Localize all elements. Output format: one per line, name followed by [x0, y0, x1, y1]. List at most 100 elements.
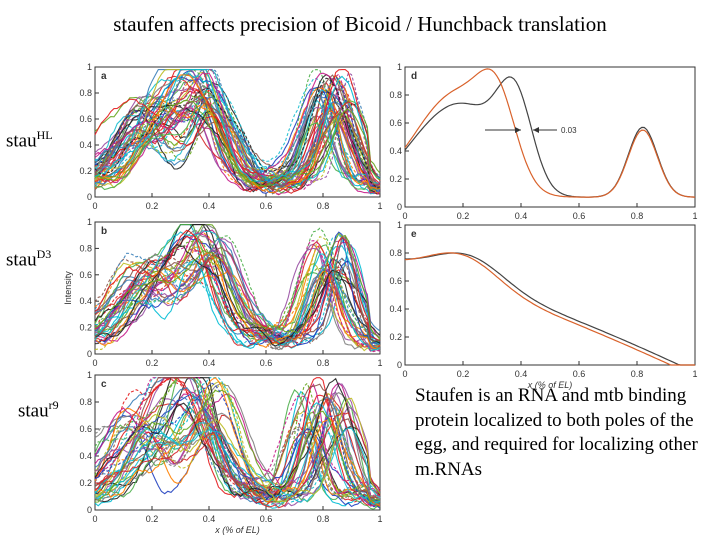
panel-e: 0 0.2 0.4 0.6 0.8 1 0 0.2 0.4 0.6 0.8 1 e x (% of EL)	[385, 218, 710, 390]
series-line	[94, 224, 381, 341]
series-line	[94, 229, 381, 345]
y-tick-label: 0.2	[389, 174, 402, 184]
x-tick-label: 0.4	[203, 358, 216, 368]
y-axis-label: Intensity	[63, 271, 73, 305]
series-line	[94, 96, 381, 191]
y-tick-label: 0.4	[79, 296, 92, 306]
arrow-left-head	[515, 127, 521, 133]
series-line	[94, 415, 381, 501]
y-tick-label: 0.8	[79, 88, 92, 98]
series-line	[94, 73, 381, 190]
series-line	[94, 98, 381, 190]
series-line	[94, 227, 381, 343]
series-line	[94, 243, 381, 347]
y-tick-label: 0	[87, 505, 92, 515]
panel-letter: b	[101, 226, 107, 237]
series-line	[94, 106, 381, 194]
x-tick-label: 0	[92, 358, 97, 368]
x-tick-label: 0.2	[457, 211, 470, 221]
y-tick-label: 0	[87, 349, 92, 359]
x-tick-label: 0.8	[317, 358, 330, 368]
series-line	[94, 247, 381, 352]
y-tick-label: 0.4	[389, 146, 402, 156]
panel-letter: d	[411, 71, 417, 82]
series-line	[94, 69, 381, 183]
y-tick-label: 0	[397, 360, 402, 370]
plot-frame	[404, 66, 696, 208]
slide-title: staufen affects precision of Bicoid / Hu…	[113, 12, 607, 36]
y-tick-label: 1	[397, 62, 402, 72]
series-line	[94, 377, 381, 499]
x-tick-label: 0.4	[515, 369, 528, 379]
series-line	[94, 236, 381, 351]
y-tick-label: 0.8	[79, 397, 92, 407]
series-line	[94, 427, 381, 503]
x-tick-label: 1	[692, 211, 697, 221]
y-tick-label: 1	[397, 220, 402, 230]
x-tick-label: 0.2	[146, 201, 159, 211]
panel-letter: a	[101, 71, 107, 82]
y-tick-label: 1	[87, 62, 92, 72]
series-line	[94, 397, 381, 503]
y-tick-label: 0.2	[389, 332, 402, 342]
series-line	[94, 377, 381, 497]
series-line	[94, 377, 381, 501]
series-line	[94, 72, 381, 186]
x-tick-label: 0	[402, 369, 407, 379]
row-label-stau-d3: stauD3	[6, 247, 52, 271]
series-line	[94, 236, 381, 343]
row-label-stau-hl: stauHL	[6, 128, 53, 152]
arrow-right-head	[533, 127, 539, 133]
y-tick-label: 0	[397, 202, 402, 212]
x-tick-label: 0.6	[573, 369, 586, 379]
series-line	[94, 237, 381, 351]
series-line	[94, 231, 381, 346]
row-label-stau-r9: staur9	[18, 398, 59, 422]
x-tick-label: 0.6	[573, 211, 586, 221]
x-tick-label: 0.6	[260, 201, 273, 211]
panel-a-plot: 0 0.2 0.4 0.6 0.8 100.20.40.60.81a	[79, 62, 382, 211]
series-line	[94, 69, 381, 191]
series-line	[94, 377, 381, 499]
series-line	[94, 382, 381, 497]
x-tick-label: 0	[402, 211, 407, 221]
series-line	[94, 224, 381, 352]
shift-annotation: 0.03	[561, 126, 577, 135]
x-tick-label: 0.4	[203, 514, 216, 524]
panel-letter: c	[101, 379, 107, 390]
x-tick-label: 0.2	[457, 369, 470, 379]
series-line	[94, 240, 381, 353]
series-line	[94, 396, 381, 503]
series-line	[94, 414, 381, 500]
y-tick-label: 0.6	[79, 270, 92, 280]
panel-d: 0 0.2 0.4 0.6 0.8 1 0 0.2 0.4 0.6 0.8 1 d 0.03	[385, 60, 710, 221]
series-line	[94, 382, 381, 509]
panel-letter: e	[411, 229, 417, 240]
y-tick-label: 0.2	[79, 478, 92, 488]
y-tick-label: 0.4	[389, 304, 402, 314]
series-line	[94, 87, 381, 194]
series-line	[94, 99, 381, 188]
series-line	[94, 233, 381, 347]
x-axis-label: x (% of EL)	[527, 380, 573, 390]
y-tick-label: 0.2	[79, 166, 92, 176]
x-tick-label: 1	[377, 514, 382, 524]
x-tick-label: 0.8	[631, 211, 644, 221]
y-tick-label: 0.4	[79, 451, 92, 461]
y-tick-label: 0.8	[389, 248, 402, 258]
series-line	[94, 411, 381, 509]
series-line	[94, 224, 381, 345]
y-tick-label: 1	[87, 370, 92, 380]
y-tick-label: 0.4	[79, 140, 92, 150]
x-tick-label: 0	[92, 201, 97, 211]
x-tick-label: 0.4	[515, 211, 528, 221]
y-tick-label: 0.6	[389, 118, 402, 128]
y-tick-label: 0.6	[79, 114, 92, 124]
y-tick-label: 0	[87, 192, 92, 202]
series-line	[404, 252, 695, 366]
x-tick-label: 0.8	[317, 514, 330, 524]
